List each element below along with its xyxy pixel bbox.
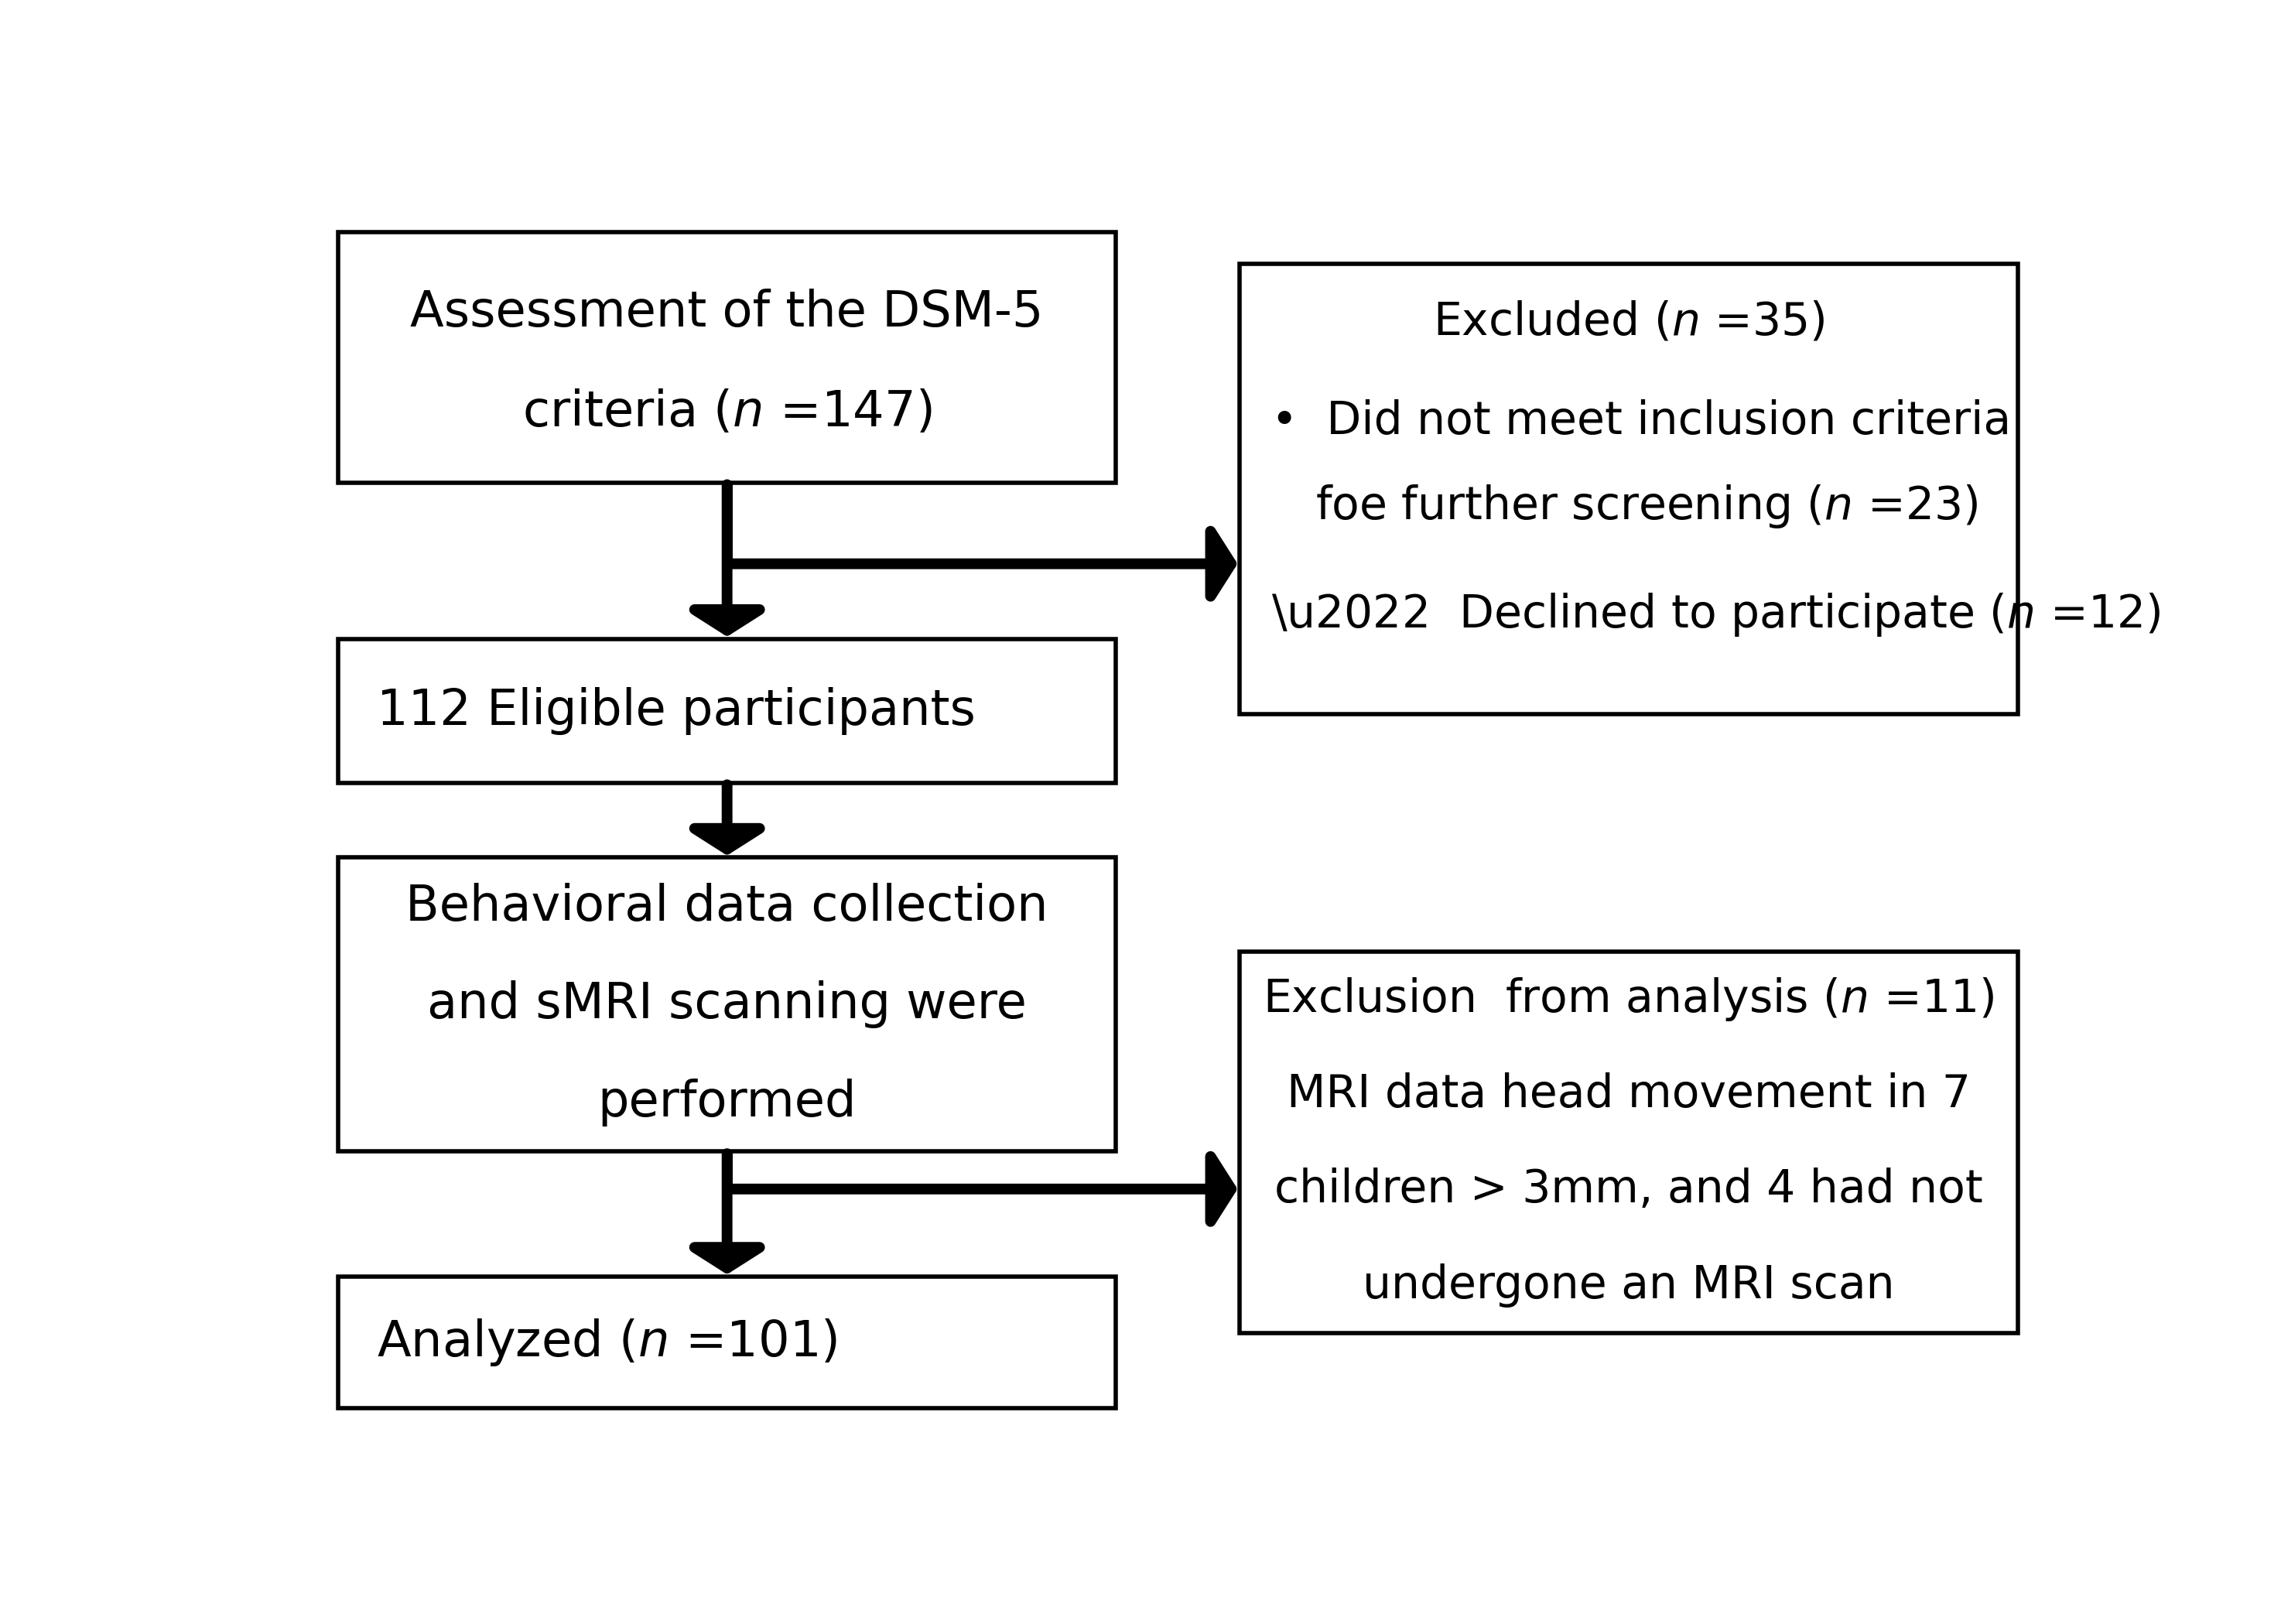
Text: undergone an MRI scan: undergone an MRI scan [1362, 1263, 1896, 1307]
FancyBboxPatch shape [1241, 952, 2019, 1333]
Text: Excluded ($\it{n}$ =35): Excluded ($\it{n}$ =35) [1432, 300, 1825, 344]
FancyBboxPatch shape [338, 638, 1115, 783]
Text: and sMRI scanning were: and sMRI scanning were [427, 981, 1026, 1028]
Text: performed: performed [598, 1078, 855, 1127]
FancyBboxPatch shape [1241, 263, 2019, 715]
Text: Analyzed ($\it{n}$ =101): Analyzed ($\it{n}$ =101) [376, 1317, 837, 1367]
FancyBboxPatch shape [338, 1276, 1115, 1408]
Text: Assessment of the DSM-5: Assessment of the DSM-5 [411, 289, 1045, 336]
FancyBboxPatch shape [338, 232, 1115, 482]
Text: children > 3mm, and 4 had not: children > 3mm, and 4 had not [1275, 1168, 1982, 1212]
Text: \u2022  Declined to participate ($\it{n}$ =12): \u2022 Declined to participate ($\it{n}$… [1271, 591, 2160, 638]
Text: Exclusion  from analysis ($\it{n}$ =11): Exclusion from analysis ($\it{n}$ =11) [1264, 976, 1994, 1023]
FancyBboxPatch shape [338, 857, 1115, 1151]
Text: •  Did not meet inclusion criteria: • Did not meet inclusion criteria [1271, 400, 2012, 443]
Text: Behavioral data collection: Behavioral data collection [406, 882, 1049, 931]
Text: 112 Eligible participants: 112 Eligible participants [376, 687, 976, 734]
Text: criteria ($\it{n}$ =147): criteria ($\it{n}$ =147) [522, 388, 933, 437]
Text: MRI data head movement in 7: MRI data head movement in 7 [1286, 1072, 1971, 1116]
Text: foe further screening ($\it{n}$ =23): foe further screening ($\it{n}$ =23) [1316, 484, 1978, 531]
